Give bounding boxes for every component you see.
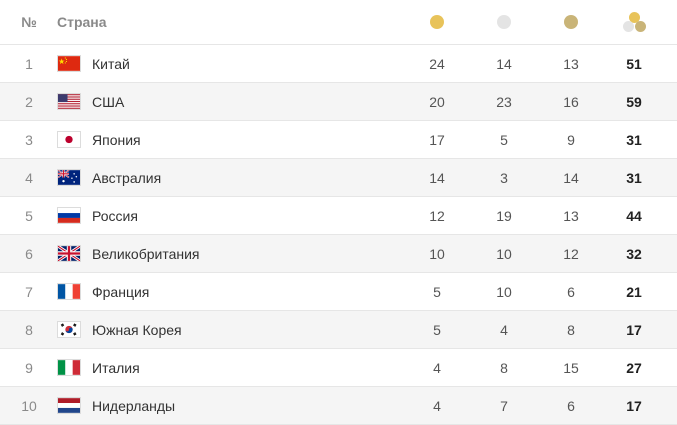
gold-count: 10	[429, 245, 445, 262]
rank-cell: 3	[25, 131, 33, 148]
total-count: 27	[626, 359, 642, 376]
total-count: 51	[626, 55, 642, 72]
table-header: № Страна	[0, 0, 677, 45]
france-flag-icon	[57, 273, 81, 310]
rank-cell: 4	[25, 169, 33, 186]
rank-cell: 7	[25, 283, 33, 300]
gold-count: 17	[429, 131, 445, 148]
silver-medal-icon	[497, 15, 511, 29]
total-count: 59	[626, 93, 642, 110]
japan-flag-icon	[57, 121, 81, 158]
country-name[interactable]: Нидерланды	[92, 397, 176, 414]
country-name[interactable]: Южная Корея	[92, 321, 182, 338]
country-name[interactable]: Великобритания	[92, 245, 200, 262]
gold-count: 5	[433, 321, 441, 338]
country-column-header[interactable]: Страна	[57, 14, 107, 30]
country-name[interactable]: Франция	[92, 283, 150, 300]
silver-count: 23	[496, 93, 512, 110]
table-row[interactable]: 4 Австралия 14 3 14 31	[0, 159, 677, 197]
total-count: 17	[626, 397, 642, 414]
rank-cell: 5	[25, 207, 33, 224]
china-flag-icon	[57, 45, 81, 82]
bronze-count: 6	[567, 397, 575, 414]
bronze-count: 16	[563, 93, 579, 110]
gold-count: 12	[429, 207, 445, 224]
gold-column-header[interactable]	[422, 0, 452, 44]
total-count: 31	[626, 169, 642, 186]
bronze-medal-icon	[564, 15, 578, 29]
rank-cell: 1	[25, 55, 33, 72]
gold-count: 5	[433, 283, 441, 300]
bronze-count: 14	[563, 169, 579, 186]
table-row[interactable]: 8 Южная Корея 5 4 8 17	[0, 311, 677, 349]
table-row[interactable]: 3 Япония 17 5 9 31	[0, 121, 677, 159]
country-name[interactable]: Россия	[92, 207, 138, 224]
rank-column-header[interactable]: №	[21, 14, 37, 30]
total-count: 31	[626, 131, 642, 148]
country-name[interactable]: Австралия	[92, 169, 162, 186]
south-korea-flag-icon	[57, 311, 81, 348]
australia-flag-icon	[57, 159, 81, 196]
netherlands-flag-icon	[57, 387, 81, 424]
total-count: 44	[626, 207, 642, 224]
table-row[interactable]: 5 Россия 12 19 13 44	[0, 197, 677, 235]
rank-cell: 8	[25, 321, 33, 338]
gold-count: 20	[429, 93, 445, 110]
bronze-column-header[interactable]	[556, 0, 586, 44]
rank-cell: 9	[25, 359, 33, 376]
table-row[interactable]: 7 Франция 5 10 6 21	[0, 273, 677, 311]
silver-count: 10	[496, 283, 512, 300]
country-name[interactable]: США	[92, 93, 125, 110]
gold-count: 24	[429, 55, 445, 72]
table-row[interactable]: 10 Нидерланды 4 7 6 17	[0, 387, 677, 425]
bronze-count: 8	[567, 321, 575, 338]
country-name[interactable]: Италия	[92, 359, 140, 376]
total-count: 17	[626, 321, 642, 338]
silver-count: 19	[496, 207, 512, 224]
rank-cell: 6	[25, 245, 33, 262]
gold-count: 4	[433, 397, 441, 414]
table-row[interactable]: 9 Италия 4 8 15 27	[0, 349, 677, 387]
bronze-count: 12	[563, 245, 579, 262]
silver-count: 7	[500, 397, 508, 414]
uk-flag-icon	[57, 235, 81, 272]
gold-medal-icon	[430, 15, 444, 29]
table-row[interactable]: 2 США 20 23 16 59	[0, 83, 677, 121]
silver-count: 3	[500, 169, 508, 186]
rank-cell: 10	[21, 397, 37, 414]
bronze-count: 13	[563, 55, 579, 72]
table-row[interactable]: 6 Великобритания 10 10 12 32	[0, 235, 677, 273]
country-name[interactable]: Китай	[92, 55, 130, 72]
silver-count: 5	[500, 131, 508, 148]
country-name[interactable]: Япония	[92, 131, 141, 148]
russia-flag-icon	[57, 197, 81, 234]
silver-count: 10	[496, 245, 512, 262]
table-row[interactable]: 1 Китай 24 14 13 51	[0, 45, 677, 83]
bronze-count: 15	[563, 359, 579, 376]
bronze-count: 6	[567, 283, 575, 300]
italy-flag-icon	[57, 349, 81, 386]
usa-flag-icon	[57, 83, 81, 120]
total-column-header[interactable]	[617, 0, 651, 44]
total-medals-icon	[621, 9, 647, 35]
gold-count: 14	[429, 169, 445, 186]
silver-count: 4	[500, 321, 508, 338]
silver-count: 8	[500, 359, 508, 376]
total-count: 21	[626, 283, 642, 300]
bronze-count: 13	[563, 207, 579, 224]
silver-column-header[interactable]	[489, 0, 519, 44]
gold-count: 4	[433, 359, 441, 376]
bronze-count: 9	[567, 131, 575, 148]
rank-cell: 2	[25, 93, 33, 110]
total-count: 32	[626, 245, 642, 262]
silver-count: 14	[496, 55, 512, 72]
